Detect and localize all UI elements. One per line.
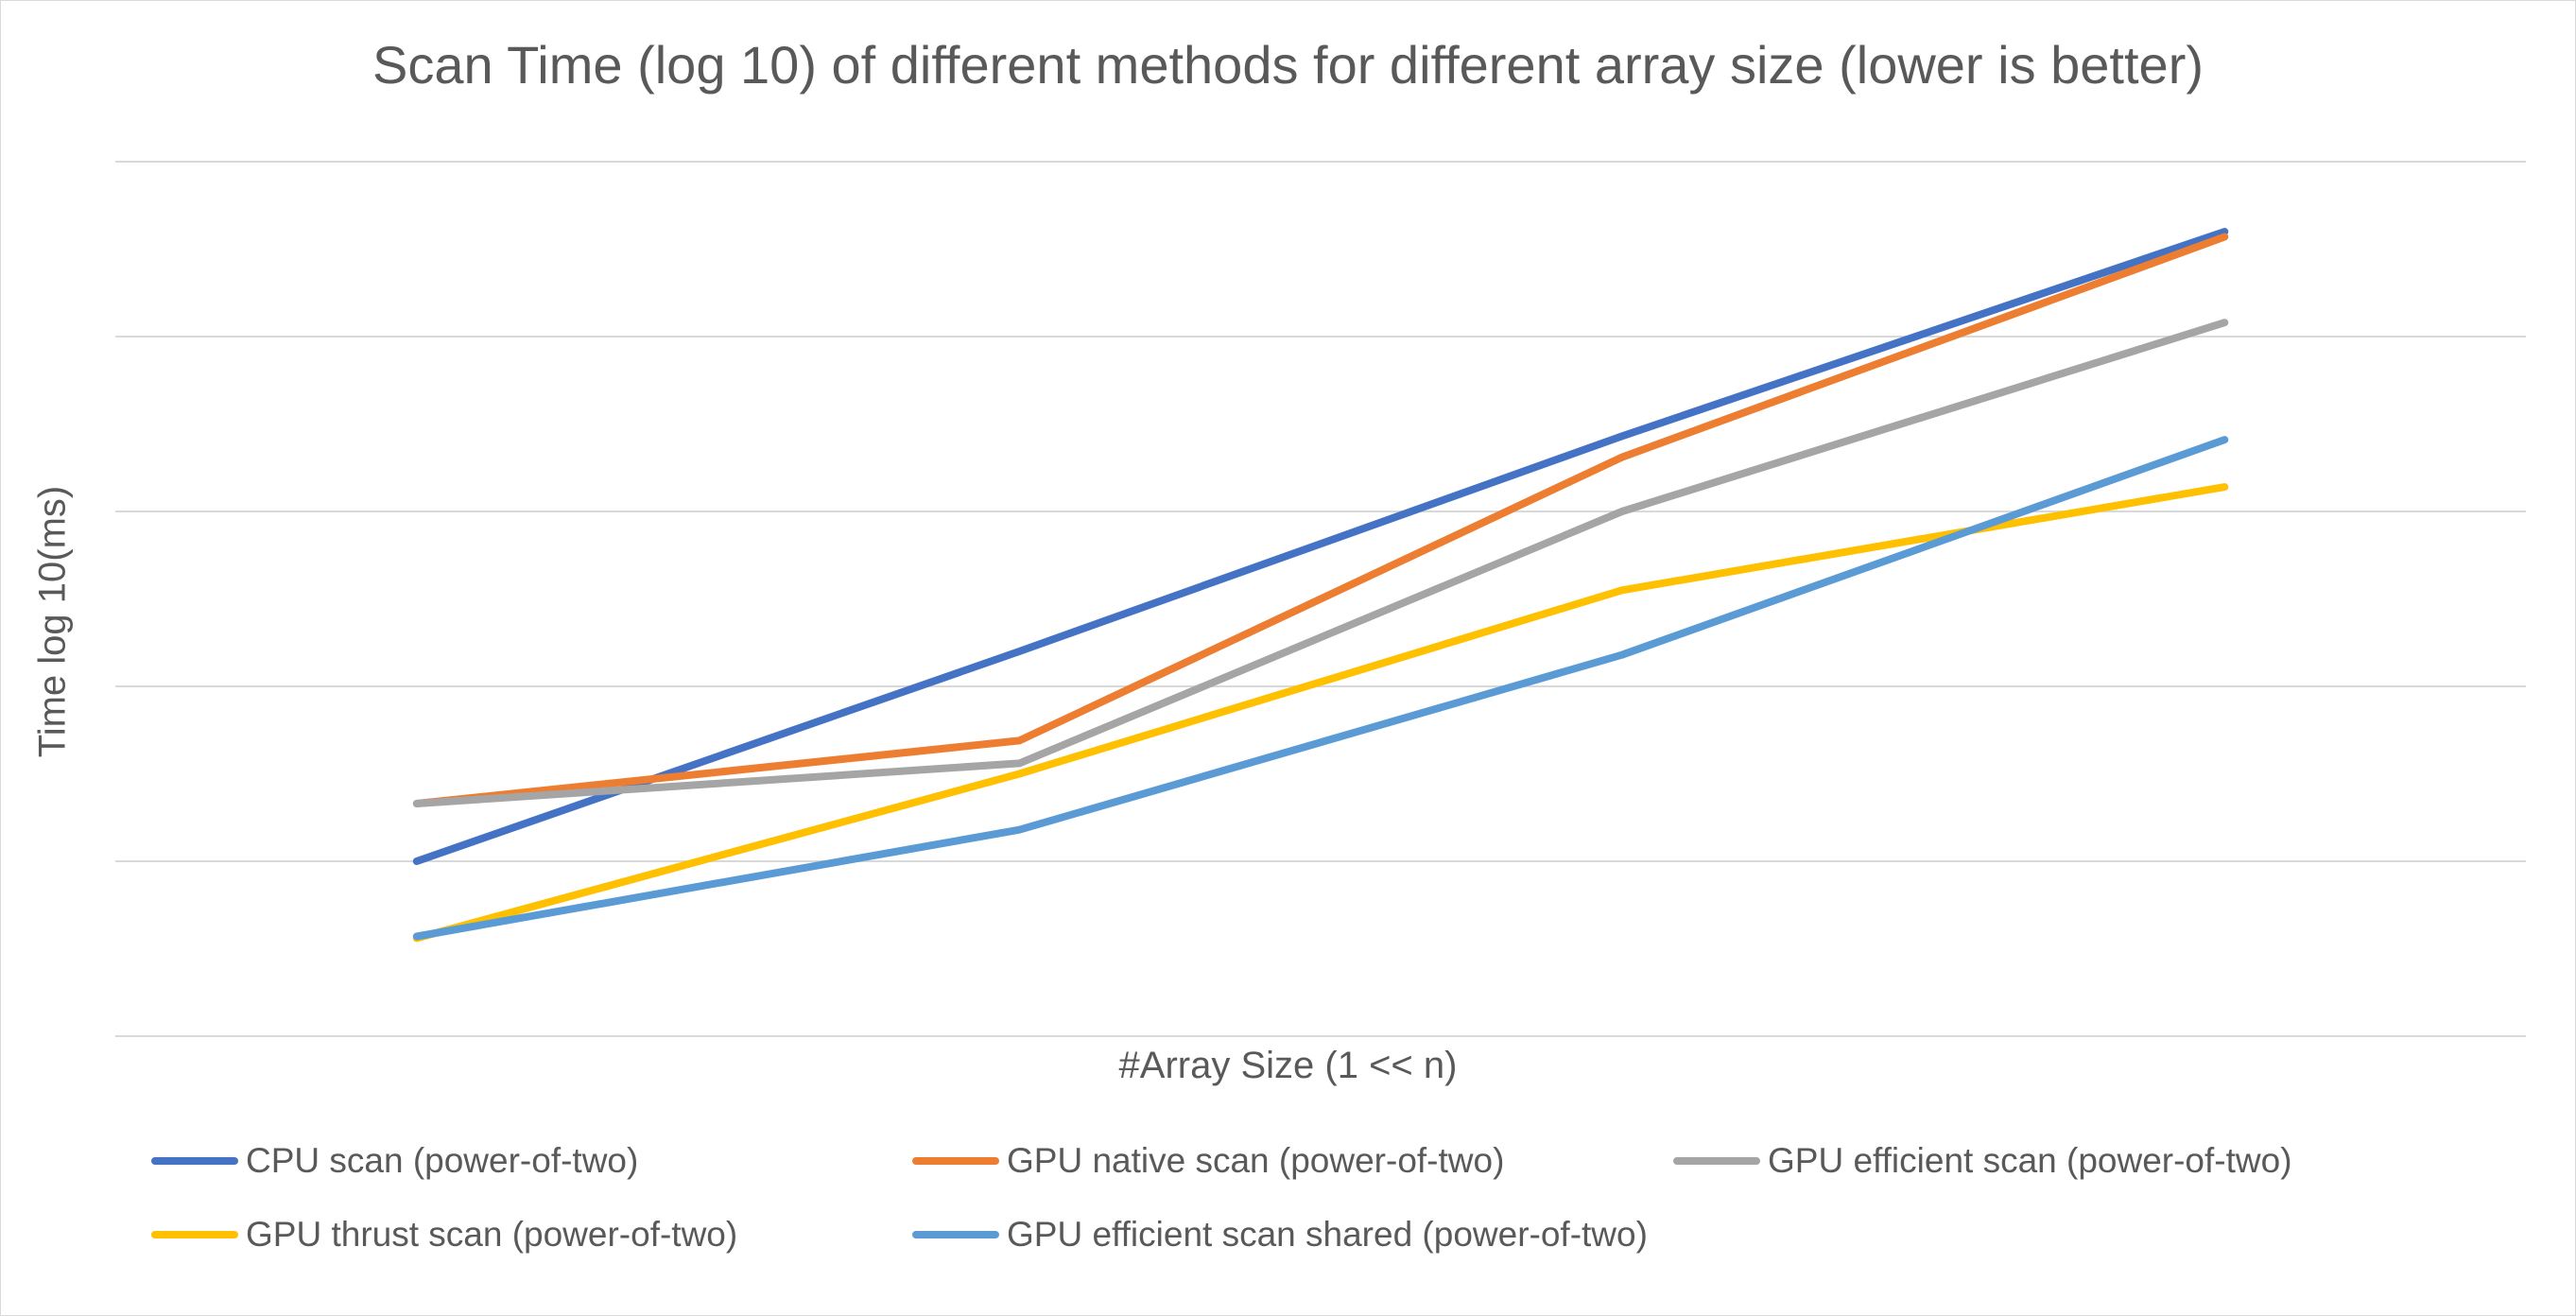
series-line-3 [412,319,2229,807]
legend-label: GPU efficient scan shared (power-of-two) [1007,1215,1648,1254]
legend-item: GPU efficient scan (power-of-two) [1673,1137,2292,1185]
legend-item: GPU efficient scan shared (power-of-two) [912,1211,1648,1258]
legend-item: GPU thrust scan (power-of-two) [151,1211,737,1258]
x-axis-label: #Array Size (1 << n) [1118,1045,1458,1086]
chart-title: Scan Time (log 10) of different methods … [372,35,2204,95]
legend-swatch [151,1157,238,1165]
legend-item: GPU native scan (power-of-two) [912,1137,1504,1185]
legend-item: CPU scan (power-of-two) [151,1137,638,1185]
series-line-5 [412,436,2229,941]
legend-swatch [912,1157,999,1165]
series-line-4 [412,483,2229,943]
legend-label: CPU scan (power-of-two) [246,1141,639,1180]
legend-swatch [1673,1157,1760,1165]
legend-label: GPU efficient scan (power-of-two) [1768,1141,2292,1180]
series-line-1 [412,228,2229,865]
legend-swatch [912,1231,999,1238]
legend-label: GPU native scan (power-of-two) [1007,1141,1505,1180]
legend-swatch [151,1231,238,1238]
legend-label: GPU thrust scan (power-of-two) [246,1215,738,1254]
series-line-2 [412,233,2229,807]
